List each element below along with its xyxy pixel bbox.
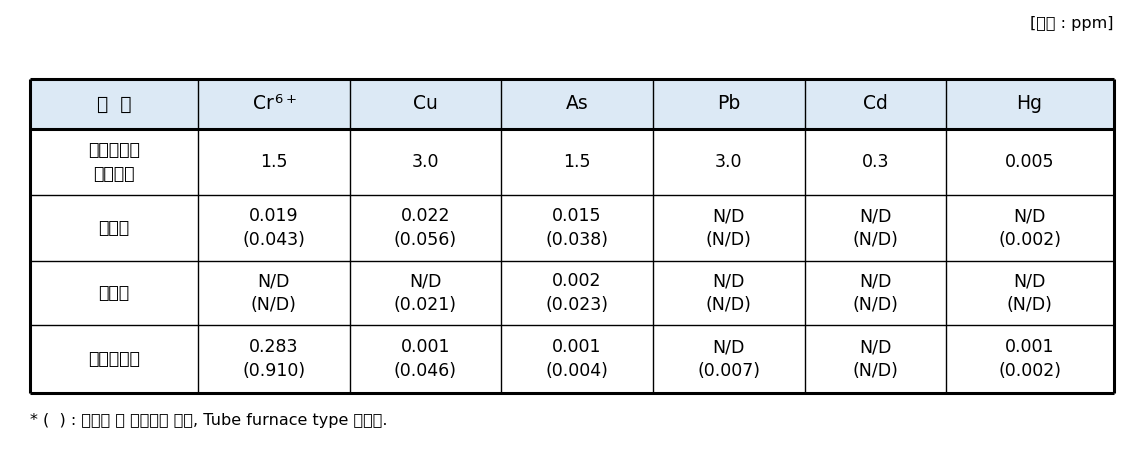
Text: 0.022
(0.056): 0.022 (0.056) — [393, 207, 457, 249]
Text: 국내폐기물
허용기준: 국내폐기물 허용기준 — [88, 142, 140, 183]
Text: 0.283
(0.910): 0.283 (0.910) — [242, 338, 306, 380]
Text: 1.5: 1.5 — [260, 153, 287, 171]
Text: 생형사: 생형사 — [98, 284, 129, 302]
Text: N/D
(N/D): N/D (N/D) — [706, 272, 751, 314]
Text: N/D
(N/D): N/D (N/D) — [853, 207, 898, 249]
Text: Pb: Pb — [717, 94, 741, 114]
Text: As: As — [565, 94, 588, 114]
Text: [단위 : ppm]: [단위 : ppm] — [1031, 16, 1114, 31]
Text: Cu: Cu — [413, 94, 438, 114]
Text: N/D
(0.002): N/D (0.002) — [999, 207, 1061, 249]
Text: N/D
(0.021): N/D (0.021) — [394, 272, 457, 314]
Text: 0.002
(0.023): 0.002 (0.023) — [546, 272, 609, 314]
Text: 0.019
(0.043): 0.019 (0.043) — [242, 207, 306, 249]
Bar — [198, 79, 350, 129]
Text: 구  분: 구 분 — [97, 94, 131, 114]
Text: 3.0: 3.0 — [412, 153, 439, 171]
Bar — [502, 79, 653, 129]
Bar — [653, 79, 805, 129]
Text: 혼합주물사: 혼합주물사 — [88, 350, 140, 368]
Text: 0.001
(0.004): 0.001 (0.004) — [546, 338, 609, 380]
Text: $^{6+}$: $^{6+}$ — [274, 94, 296, 114]
Text: N/D
(N/D): N/D (N/D) — [1007, 272, 1052, 314]
Text: N/D
(N/D): N/D (N/D) — [853, 338, 898, 380]
Text: N/D
(N/D): N/D (N/D) — [853, 272, 898, 314]
Bar — [805, 79, 945, 129]
Text: 0.015
(0.038): 0.015 (0.038) — [546, 207, 609, 249]
Text: 3.0: 3.0 — [715, 153, 742, 171]
Text: 0.3: 0.3 — [862, 153, 889, 171]
Text: 1.5: 1.5 — [563, 153, 591, 171]
Text: 후란사: 후란사 — [98, 219, 129, 237]
Text: Cr: Cr — [253, 94, 274, 114]
Text: 0.001
(0.002): 0.001 (0.002) — [999, 338, 1061, 380]
Bar — [945, 79, 1114, 129]
Text: * (  ) : 안정화 전 용출시험 결과, Tube furnace type 기준임.: * ( ) : 안정화 전 용출시험 결과, Tube furnace type… — [30, 414, 388, 428]
Bar — [30, 79, 198, 129]
Text: Hg: Hg — [1017, 94, 1043, 114]
Text: Cd: Cd — [863, 94, 888, 114]
Text: 0.001
(0.046): 0.001 (0.046) — [394, 338, 457, 380]
Bar — [350, 79, 502, 129]
Text: N/D
(N/D): N/D (N/D) — [706, 207, 751, 249]
Text: N/D
(0.007): N/D (0.007) — [698, 338, 760, 380]
Text: 0.005: 0.005 — [1004, 153, 1054, 171]
Text: N/D
(N/D): N/D (N/D) — [251, 272, 296, 314]
